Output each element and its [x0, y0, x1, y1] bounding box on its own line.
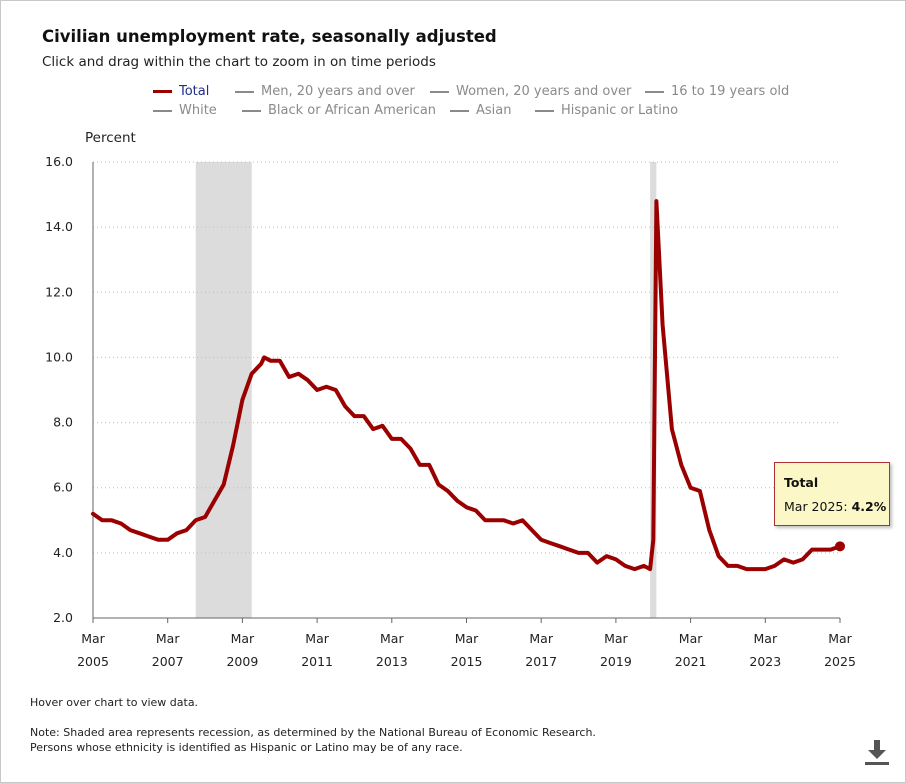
- legend-item-women[interactable]: Women, 20 years and over: [430, 84, 631, 99]
- x-tick-month: Mar: [380, 631, 404, 646]
- legend-label: Men, 20 years and over: [261, 84, 415, 99]
- legend-item-total[interactable]: Total: [153, 84, 209, 99]
- legend-swatch: [645, 90, 664, 93]
- y-tick-label: 16.0: [45, 154, 73, 169]
- y-tick-label: 2.0: [53, 610, 73, 625]
- x-tick-month: Mar: [529, 631, 553, 646]
- x-tick-month: Mar: [455, 631, 479, 646]
- y-tick-label: 4.0: [53, 545, 73, 560]
- legend-swatch: [430, 90, 449, 93]
- legend-item-asian[interactable]: Asian: [450, 103, 511, 118]
- x-tick-year: 2017: [525, 654, 557, 669]
- x-tick-year: 2011: [301, 654, 333, 669]
- x-tick-year: 2021: [675, 654, 707, 669]
- legend-item-white[interactable]: White: [153, 103, 217, 118]
- x-tick-month: Mar: [81, 631, 105, 646]
- x-tick-month: Mar: [754, 631, 778, 646]
- recession-note: Note: Shaded area represents recession, …: [30, 726, 596, 739]
- data-point-marker: [835, 541, 845, 552]
- y-tick-label: 6.0: [53, 480, 73, 495]
- x-tick-year: 2009: [226, 654, 258, 669]
- data-tooltip: Total Mar 2025: 4.2%: [774, 462, 890, 526]
- x-tick-year: 2007: [152, 654, 184, 669]
- recession-band: [195, 162, 252, 618]
- x-tick-year: 2013: [376, 654, 408, 669]
- chart-title: Civilian unemployment rate, seasonally a…: [42, 27, 497, 46]
- legend-label: Black or African American: [268, 103, 437, 118]
- y-tick-label: 12.0: [45, 284, 73, 299]
- x-tick-year: 2005: [77, 654, 109, 669]
- tooltip-date: Mar 2025: [784, 499, 844, 514]
- tooltip-series: Total: [784, 475, 819, 490]
- tooltip-line: Mar 2025: 4.2%: [784, 499, 887, 514]
- legend-label: 16 to 19 years old: [671, 84, 790, 99]
- legend-item-hispanic[interactable]: Hispanic or Latino: [535, 103, 678, 118]
- x-tick-month: Mar: [679, 631, 703, 646]
- x-tick-month: Mar: [305, 631, 329, 646]
- y-tick-label: 8.0: [53, 415, 73, 430]
- x-tick-year: 2015: [451, 654, 483, 669]
- legend-item-teens[interactable]: 16 to 19 years old: [645, 84, 789, 99]
- legend-item-men[interactable]: Men, 20 years and over: [235, 84, 415, 99]
- legend-label: Women, 20 years and over: [456, 84, 632, 99]
- legend-swatch: [153, 109, 172, 112]
- legend-label: Hispanic or Latino: [561, 103, 679, 118]
- download-icon[interactable]: [864, 738, 890, 766]
- legend-label: Total: [179, 84, 210, 99]
- x-tick-month: Mar: [231, 631, 255, 646]
- x-tick-month: Mar: [604, 631, 628, 646]
- legend-swatch: [235, 90, 254, 93]
- y-tick-label: 14.0: [45, 219, 73, 234]
- x-tick-year: 2019: [600, 654, 632, 669]
- legend-swatch: [153, 90, 172, 93]
- legend-swatch: [535, 109, 554, 112]
- legend-swatch: [450, 109, 469, 112]
- y-tick-label: 10.0: [45, 349, 73, 364]
- legend-swatch: [242, 109, 261, 112]
- chart-subtitle: Click and drag within the chart to zoom …: [42, 54, 436, 70]
- x-tick-month: Mar: [156, 631, 180, 646]
- legend-item-black[interactable]: Black or African American: [242, 103, 436, 118]
- x-tick-month: Mar: [828, 631, 852, 646]
- series-line-total: [91, 199, 842, 572]
- x-tick-year: 2025: [824, 654, 856, 669]
- tooltip-value: 4.2%: [851, 499, 887, 514]
- y-axis-label: Percent: [85, 130, 136, 146]
- hover-note: Hover over chart to view data.: [30, 696, 199, 709]
- x-tick-year: 2023: [749, 654, 781, 669]
- ethnicity-note: Persons whose ethnicity is identified as…: [30, 741, 463, 754]
- legend-label: Asian: [476, 103, 512, 118]
- legend-label: White: [179, 103, 217, 118]
